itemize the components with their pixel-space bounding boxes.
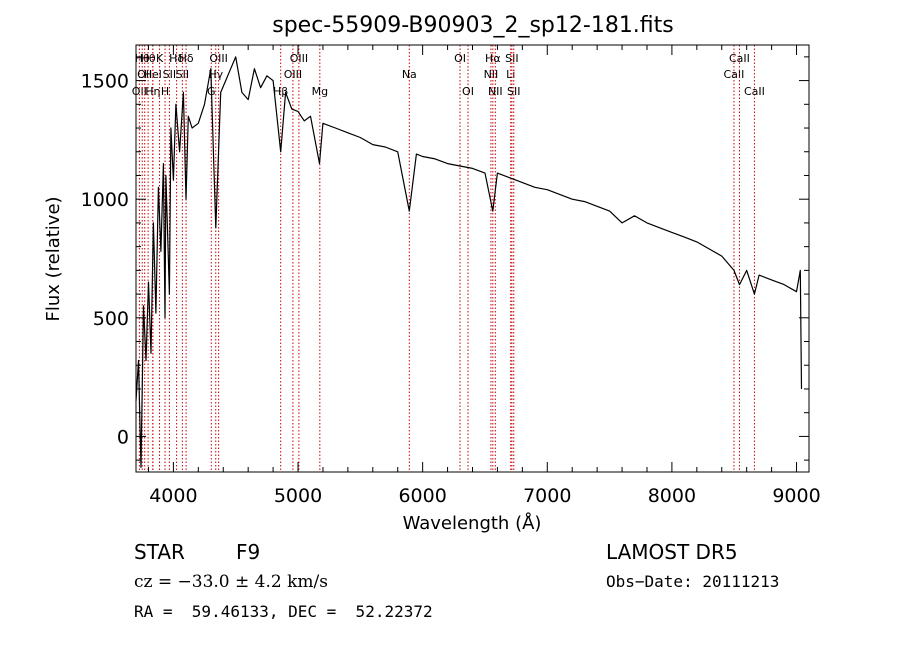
x-tick-label: 5000 xyxy=(274,485,322,507)
subclass-label: F9 xyxy=(236,540,261,564)
plot-frame xyxy=(135,44,810,473)
x-tick-label: 6000 xyxy=(398,485,446,507)
line-marker-label: CaII xyxy=(729,52,750,65)
line-marker-label: Hθ xyxy=(135,52,150,65)
line-marker-label: Mg xyxy=(312,85,328,98)
line-marker-label: Hδ xyxy=(179,52,194,65)
spectrum-line xyxy=(135,56,803,468)
line-marker-label: OIII xyxy=(284,68,302,81)
line-marker-label: Hγ xyxy=(208,68,223,81)
axes-ticks: 4000 5000 6000 7000 8000 9000 0 500 1000 1500 xyxy=(81,45,821,507)
line-marker-label: SII xyxy=(176,68,189,81)
emission-line-markers: OIIHθOIIHθHelHηKHSIIHδSIIHδGHγOIIIHβOIII… xyxy=(132,45,765,472)
line-marker-label: CaII xyxy=(724,68,745,81)
x-tick-label: 7000 xyxy=(523,485,571,507)
observation-date: Obs−Date: 20111213 xyxy=(606,572,780,591)
x-tick-label: 4000 xyxy=(149,485,197,507)
spectrum-chart: spec-55909-B90903_2_sp12-181.fits OIIHθO… xyxy=(43,13,821,534)
y-tick-label: 1500 xyxy=(81,71,129,93)
line-marker-label: SII xyxy=(163,68,176,81)
line-marker-label: Hβ xyxy=(273,85,288,98)
y-tick-label: 1000 xyxy=(81,189,129,211)
spectrum-series xyxy=(135,56,803,468)
chart-title: spec-55909-B90903_2_sp12-181.fits xyxy=(272,13,674,38)
y-axis-label: Flux (relative) xyxy=(43,196,64,321)
line-marker-label: NII xyxy=(488,85,503,98)
line-marker-label: H xyxy=(161,85,169,98)
ra-dec-coordinates: RA = 59.46133, DEC = 52.22372 xyxy=(134,602,433,621)
line-marker-label: SII xyxy=(505,52,518,65)
line-marker-label: OIII xyxy=(290,52,308,65)
x-tick-label: 8000 xyxy=(648,485,696,507)
line-marker-label: CaII xyxy=(744,85,765,98)
x-axis-label: Wavelength (Å) xyxy=(403,512,542,534)
line-marker-label: Hδ xyxy=(169,52,184,65)
line-marker-label: OI xyxy=(454,52,466,65)
line-marker-label: Li xyxy=(506,68,515,81)
line-marker-label: K xyxy=(156,52,164,65)
line-marker-label: SII xyxy=(507,85,520,98)
y-tick-label: 500 xyxy=(93,308,129,330)
line-marker-label: NII xyxy=(484,68,499,81)
line-marker-label: Hα xyxy=(485,52,501,65)
line-marker-label: OI xyxy=(462,85,474,98)
x-tick-label: 9000 xyxy=(772,485,820,507)
line-marker-label: Hη xyxy=(145,85,160,98)
survey-label: LAMOST DR5 xyxy=(606,540,738,564)
line-marker-label: Na xyxy=(402,68,417,81)
redshift-velocity: cz = −33.0 ± 4.2 km/s xyxy=(134,572,328,592)
line-marker-label: OIII xyxy=(209,52,227,65)
y-tick-label: 0 xyxy=(117,426,129,448)
object-class-label: STAR xyxy=(134,540,185,564)
line-marker-label: Hθ xyxy=(141,52,156,65)
